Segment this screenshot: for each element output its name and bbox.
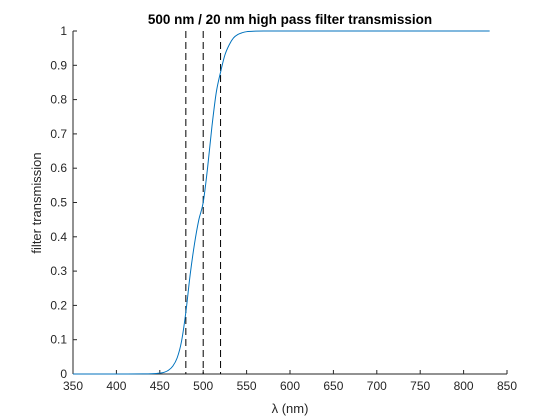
x-axis: 350 400 450 500 550 600 650 700 750 800 850: [63, 370, 517, 393]
y-axis: 0 0.1 0.2 0.3 0.4 0.5 0.6 0.7 0.8 0.9 1: [50, 24, 77, 381]
x-tick-label: 700: [367, 379, 387, 393]
x-tick-label: 600: [280, 379, 300, 393]
x-tick-label: 750: [410, 379, 430, 393]
x-tick-label: 550: [237, 379, 257, 393]
series-line: [72, 30, 490, 375]
y-tick-label: 0.8: [50, 93, 67, 107]
y-axis-label: filter transmission: [29, 152, 44, 253]
x-tick-label: 350: [63, 379, 83, 393]
plot-area: [72, 31, 507, 375]
y-tick-label: 0.9: [50, 58, 67, 72]
x-tick-label: 800: [454, 379, 474, 393]
y-tick-label: 0.4: [50, 230, 67, 244]
y-tick-label: 0.7: [50, 127, 67, 141]
x-tick-label: 400: [106, 379, 126, 393]
x-tick-label: 500: [193, 379, 213, 393]
chart-title: 500 nm / 20 nm high pass filter transmis…: [148, 12, 432, 27]
x-tick-label: 650: [323, 379, 343, 393]
y-tick-label: 0.1: [50, 333, 67, 347]
series-group: [72, 30, 490, 375]
x-tick-label: 850: [497, 379, 517, 393]
y-tick-label: 0.2: [50, 298, 67, 312]
y-tick-label: 1: [60, 24, 67, 38]
x-axis-label: λ (nm): [272, 401, 309, 416]
y-tick-label: 0.5: [50, 196, 67, 210]
x-tick-label: 450: [150, 379, 170, 393]
y-tick-label: 0: [60, 367, 67, 381]
y-tick-label: 0.3: [50, 264, 67, 278]
y-tick-label: 0.6: [50, 161, 67, 175]
